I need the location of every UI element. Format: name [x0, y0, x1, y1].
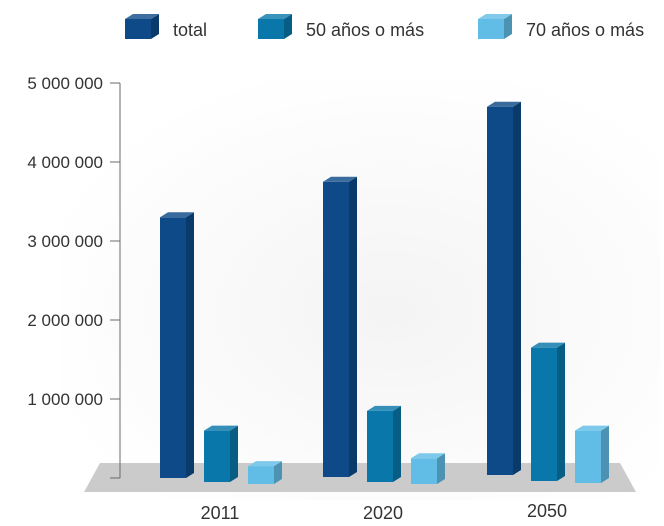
bars	[160, 101, 609, 484]
bar-front	[487, 106, 513, 475]
bar-70-anos-o-mas-2011	[248, 461, 282, 484]
bar-front	[575, 430, 601, 483]
bar-front	[323, 181, 349, 477]
bar-side	[186, 212, 194, 479]
cube-icon	[125, 14, 159, 39]
bar-front	[367, 410, 393, 482]
x-tick-label: 2050	[527, 501, 567, 521]
bar-side	[274, 461, 282, 484]
bar-70-anos-o-mas-2050	[575, 425, 609, 483]
bar-total-2011	[160, 212, 194, 479]
bar-front	[160, 217, 186, 479]
cube-icon	[258, 14, 292, 39]
bar-total-2020	[323, 176, 357, 477]
x-tick-label: 2020	[363, 503, 403, 523]
bar-front	[531, 347, 557, 481]
bar-top	[323, 176, 357, 182]
bar-50-anos-o-mas-2011	[204, 425, 238, 482]
bar-side	[349, 176, 357, 477]
y-tick-label: 5 000 000	[27, 74, 103, 93]
bar-50-anos-o-mas-2020	[367, 405, 401, 482]
bar-side	[230, 425, 238, 482]
bar-side	[513, 101, 521, 475]
bar-top	[248, 461, 282, 467]
y-tick-label: 3 000 000	[27, 232, 103, 251]
y-tick-label: 1 000 000	[27, 390, 103, 409]
bar-top	[575, 425, 609, 431]
bar-70-anos-o-mas-2020	[411, 453, 445, 484]
bar-front	[411, 458, 437, 484]
x-tick-label: 2011	[201, 503, 240, 523]
legend-item-total: total	[125, 14, 207, 40]
legend-label: 50 años o más	[306, 20, 424, 40]
bar-top	[367, 405, 401, 411]
bar-top	[160, 212, 194, 218]
legend-item-70-anos-o-mas: 70 años o más	[478, 14, 644, 40]
bar-top	[487, 101, 521, 107]
legend-item-50-anos-o-mas: 50 años o más	[258, 14, 424, 40]
bar-top	[411, 453, 445, 459]
bar-50-anos-o-mas-2050	[531, 342, 565, 481]
bar-front	[204, 430, 230, 482]
legend: total 50 años o más 70 años o más	[125, 14, 644, 40]
y-axis: 1 000 000 2 000 000 3 000 000 4 000 000 5 00…	[27, 74, 121, 479]
legend-label: total	[173, 20, 207, 40]
y-tick-label: 4 000 000	[27, 153, 103, 172]
bar-top	[204, 425, 238, 431]
y-tick-label: 2 000 000	[27, 311, 103, 330]
bar-side	[557, 342, 565, 481]
bar-side	[601, 425, 609, 483]
bar-side	[437, 453, 445, 484]
bar-top	[531, 342, 565, 348]
bar-front	[248, 466, 274, 484]
bar-side	[393, 405, 401, 482]
legend-label: 70 años o más	[526, 20, 644, 40]
cube-icon	[478, 14, 512, 39]
x-axis-labels: 2011 2020 2050	[201, 501, 567, 523]
plot-background	[60, 80, 660, 500]
bar-total-2050	[487, 101, 521, 475]
